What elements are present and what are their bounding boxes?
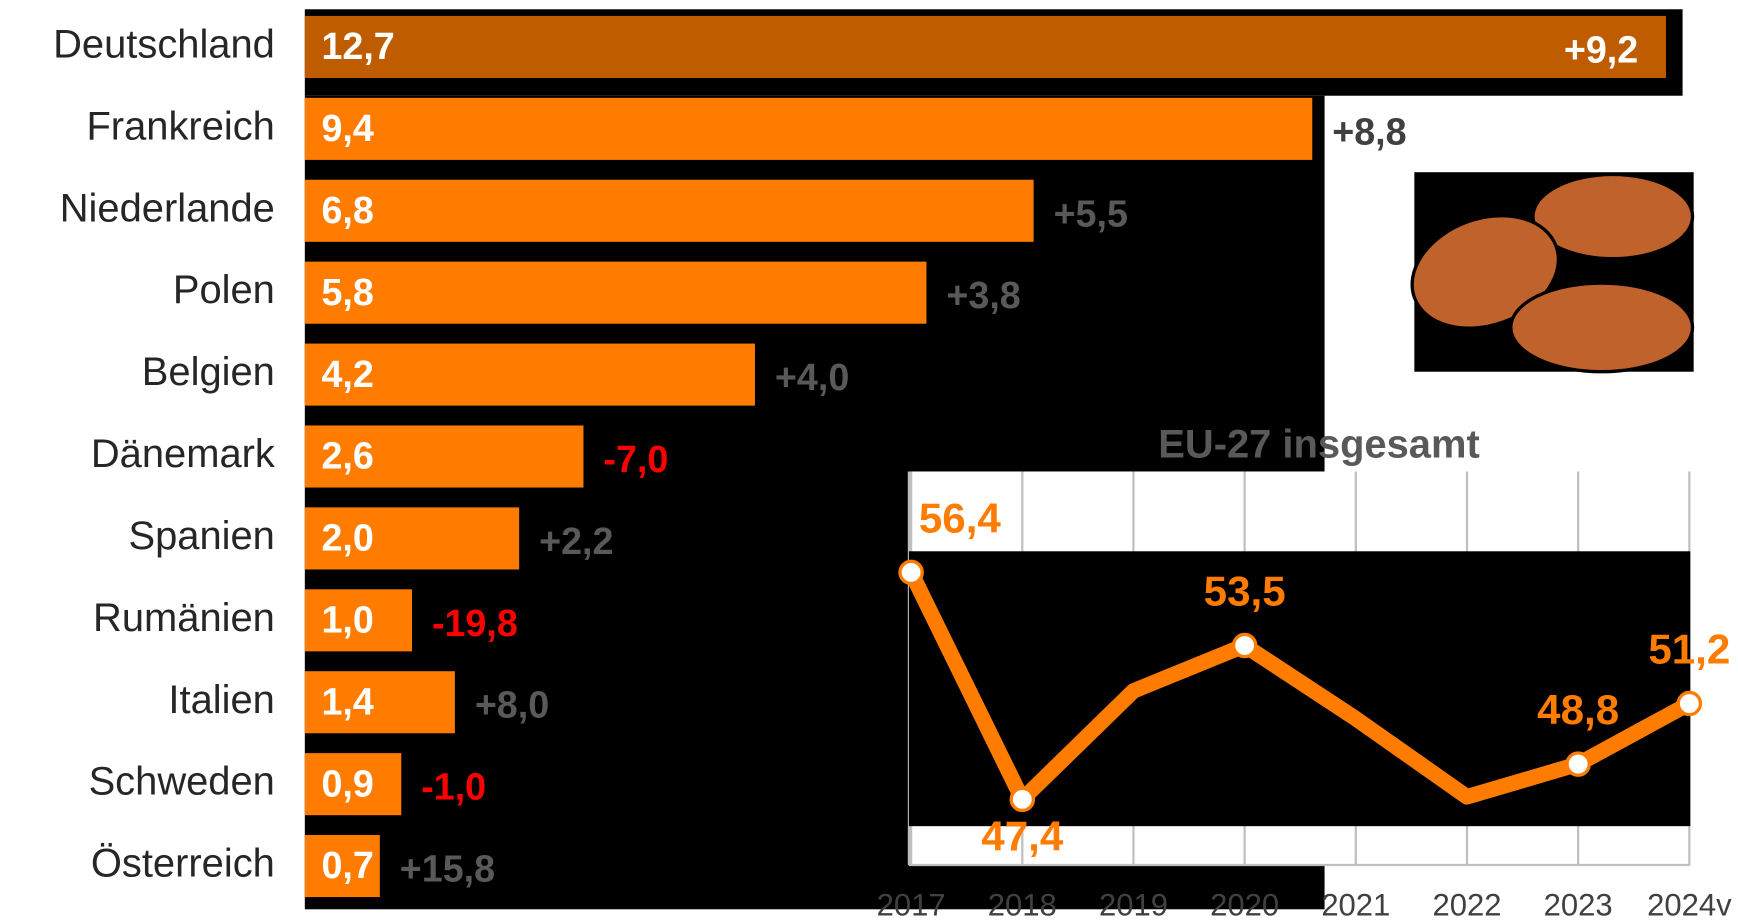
x-tick-label: 2021 xyxy=(1321,887,1390,922)
data-label: 48,8 xyxy=(1537,686,1619,733)
bar xyxy=(305,16,1666,78)
marker xyxy=(1011,788,1033,810)
value-label: 6,8 xyxy=(321,189,373,231)
marker xyxy=(900,561,922,583)
category-label: Österreich xyxy=(91,842,275,886)
marker xyxy=(1234,634,1256,656)
value-label: 2,6 xyxy=(321,435,373,477)
category-label: Schweden xyxy=(89,760,275,804)
change-label: +8,0 xyxy=(475,684,549,726)
data-label: 47,4 xyxy=(981,812,1064,859)
marker xyxy=(1678,692,1700,714)
category-label: Deutschland xyxy=(53,22,275,66)
category-label: Italien xyxy=(168,678,274,722)
bar xyxy=(305,180,1034,242)
category-label: Dänemark xyxy=(91,432,275,476)
value-label: 1,0 xyxy=(321,599,373,641)
category-label: Niederlande xyxy=(60,186,275,230)
value-label: 4,2 xyxy=(321,353,373,395)
change-label: +5,5 xyxy=(1054,192,1128,234)
category-label: Spanien xyxy=(128,514,274,558)
page: EU-27 insgesamt Deutschland 12,7 +9,2 Frank… xyxy=(0,0,1738,923)
category-label: Belgien xyxy=(142,350,275,394)
value-label: 0,9 xyxy=(321,762,373,804)
bar xyxy=(305,262,927,324)
change-label: +3,8 xyxy=(946,274,1020,316)
change-label: +2,2 xyxy=(539,520,613,562)
change-label: +4,0 xyxy=(775,356,849,398)
x-tick-label: 2017 xyxy=(877,887,946,922)
value-label: 12,7 xyxy=(321,25,394,67)
data-label: 51,2 xyxy=(1648,626,1730,673)
data-label: 53,5 xyxy=(1204,568,1286,615)
potato-icon xyxy=(1396,172,1693,372)
value-label: 5,8 xyxy=(321,271,373,313)
x-tick-label: 2024v xyxy=(1647,887,1732,922)
change-label: +8,8 xyxy=(1332,110,1406,152)
data-label: 56,4 xyxy=(919,495,1002,542)
value-label: 1,4 xyxy=(321,680,373,722)
change-label: +9,2 xyxy=(1564,28,1638,70)
category-label: Polen xyxy=(173,268,275,312)
inset-title: EU-27 insgesamt xyxy=(1158,423,1479,467)
marker xyxy=(1567,753,1589,775)
x-tick-label: 2022 xyxy=(1432,887,1501,922)
change-label: -19,8 xyxy=(432,602,518,644)
value-label: 2,0 xyxy=(321,517,373,559)
x-tick-label: 2023 xyxy=(1544,887,1613,922)
change-label: -7,0 xyxy=(603,438,668,480)
value-label: 0,7 xyxy=(321,844,373,886)
x-tick-label: 2020 xyxy=(1210,887,1279,922)
x-tick-label: 2018 xyxy=(988,887,1057,922)
chart: EU-27 insgesamt Deutschland 12,7 +9,2 Frank… xyxy=(0,0,1738,923)
change-label: -1,0 xyxy=(421,766,486,808)
change-label: +15,8 xyxy=(400,848,495,890)
category-label: Frankreich xyxy=(86,104,274,148)
value-label: 9,4 xyxy=(321,107,373,149)
x-tick-label: 2019 xyxy=(1099,887,1168,922)
bar xyxy=(305,98,1312,160)
category-label: Rumänien xyxy=(93,596,275,640)
